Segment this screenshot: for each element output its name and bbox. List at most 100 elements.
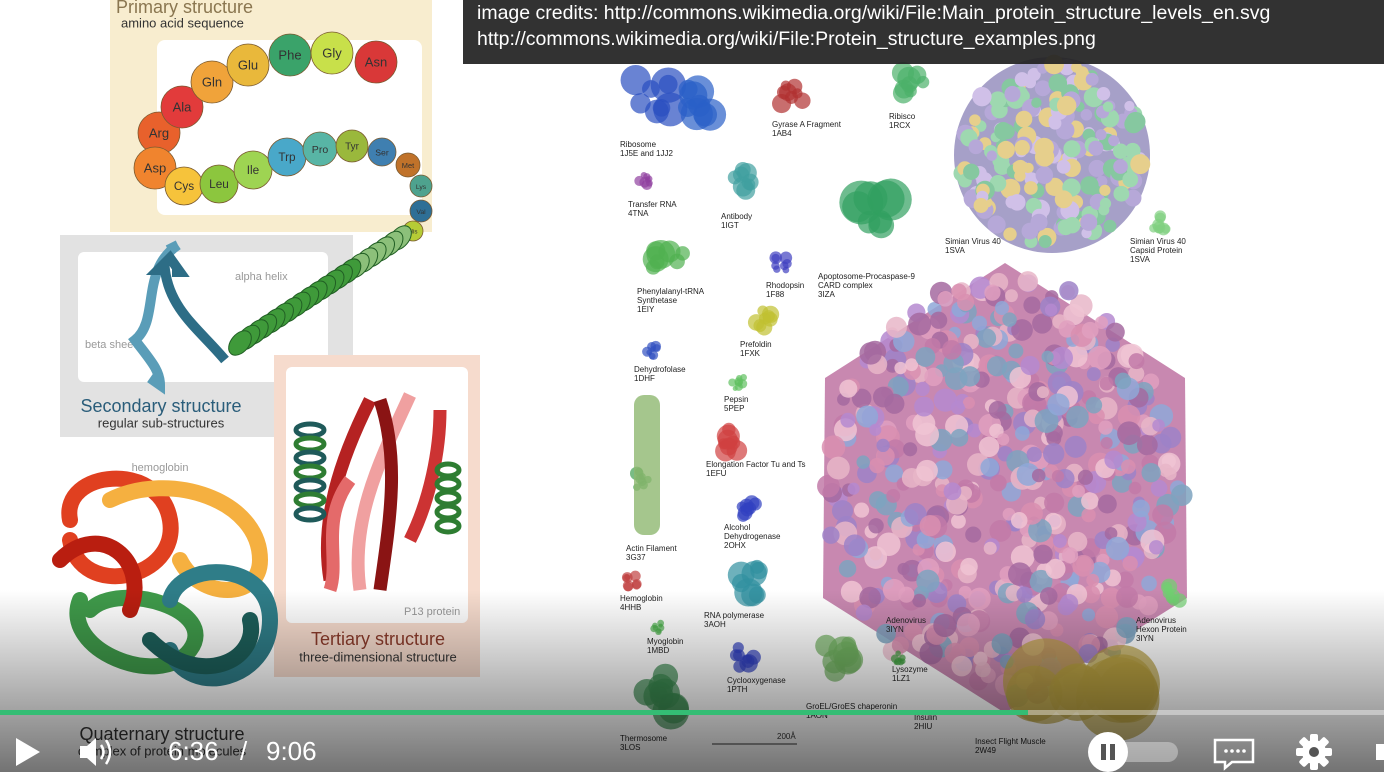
capsomer bbox=[1085, 72, 1099, 86]
residue-label: Leu bbox=[209, 178, 229, 191]
protein-label: 5PEP bbox=[724, 404, 744, 413]
capsomer bbox=[1034, 409, 1059, 433]
molecule bbox=[737, 379, 748, 389]
protein-label: Apoptosome-Procaspase-9 bbox=[818, 272, 915, 281]
capsomer bbox=[838, 560, 857, 578]
capsomer bbox=[986, 356, 1008, 377]
structure-illustrations: Arg Ala Gln Glu Phe Gly Asn Asp Cys Leu Ile Trp Pro T… bbox=[52, 31, 462, 687]
residue-bead bbox=[354, 40, 398, 84]
protein-label: 1IGT bbox=[721, 221, 739, 230]
beta-strand bbox=[351, 392, 416, 591]
molecule bbox=[736, 374, 743, 382]
capsomer bbox=[963, 163, 980, 180]
capsomer bbox=[872, 386, 894, 408]
protein-label: Simian Virus 40 bbox=[1130, 237, 1186, 246]
capsomer bbox=[973, 198, 989, 213]
capsomer bbox=[886, 489, 901, 503]
secondary-subtitle: regular sub-structures bbox=[98, 415, 225, 430]
protein-label: Capsid Protein bbox=[1130, 246, 1182, 255]
capsomer bbox=[1071, 61, 1082, 73]
capsomer bbox=[1045, 558, 1066, 579]
capsomer bbox=[905, 358, 919, 372]
molecule bbox=[631, 579, 642, 589]
play-button[interactable] bbox=[16, 738, 40, 766]
molecule bbox=[728, 378, 737, 387]
helix-turn bbox=[228, 330, 252, 356]
capsomer bbox=[1023, 296, 1041, 314]
molecule bbox=[693, 102, 718, 127]
capsomer bbox=[1066, 405, 1089, 429]
molecule bbox=[868, 210, 892, 234]
helix-label: alpha helix bbox=[235, 271, 288, 283]
capsomer bbox=[1117, 421, 1141, 446]
capsomer bbox=[1059, 281, 1079, 301]
protein-label: 1J5E and 1JJ2 bbox=[620, 149, 673, 158]
capsomer bbox=[1015, 110, 1033, 128]
capsomer bbox=[965, 526, 982, 543]
capsomer bbox=[1088, 159, 1106, 177]
molecule bbox=[650, 346, 656, 352]
capsomer bbox=[1099, 376, 1114, 391]
protein-label: 1RCX bbox=[889, 121, 911, 130]
volume-button[interactable] bbox=[80, 738, 112, 766]
subunit-tube bbox=[61, 470, 179, 585]
capsomer bbox=[1128, 353, 1145, 370]
capsomer bbox=[987, 215, 1006, 234]
primary-subtitle: amino acid sequence bbox=[121, 15, 244, 30]
progress-played[interactable] bbox=[0, 710, 1028, 715]
protein-label: Pepsin bbox=[724, 395, 748, 404]
protein-label: Phenylalanyl-tRNA bbox=[637, 287, 705, 296]
capsomer bbox=[919, 515, 941, 537]
residue-bead bbox=[133, 146, 177, 190]
capsomer bbox=[1031, 468, 1046, 483]
captions-button[interactable] bbox=[1213, 738, 1255, 771]
capsomer bbox=[1063, 304, 1085, 326]
capsomer bbox=[1031, 97, 1042, 108]
capsomer bbox=[1124, 100, 1135, 112]
capsomer bbox=[1034, 137, 1054, 158]
credit-line: http://commons.wikimedia.org/wiki/File:P… bbox=[477, 28, 1096, 50]
protein-label: Ribosome bbox=[620, 140, 657, 149]
fullscreen-button[interactable] bbox=[1376, 744, 1384, 760]
residue-label: Glu bbox=[238, 57, 258, 72]
capsomer bbox=[1003, 227, 1017, 241]
capsomer bbox=[1057, 219, 1074, 236]
protein-label: 1F88 bbox=[766, 290, 785, 299]
settings-button[interactable] bbox=[1296, 734, 1332, 770]
capsomer bbox=[951, 283, 967, 299]
helix-turn bbox=[293, 505, 327, 523]
residue-label: Gly bbox=[322, 45, 342, 60]
molecule bbox=[678, 79, 698, 99]
beta-strand bbox=[404, 409, 447, 543]
capsomer bbox=[929, 311, 948, 329]
capsomer bbox=[1008, 343, 1024, 359]
molecule bbox=[779, 251, 793, 264]
capsomer bbox=[989, 91, 1007, 109]
residue-bead bbox=[409, 174, 433, 198]
capsomer bbox=[868, 518, 884, 534]
capsomer bbox=[843, 534, 866, 557]
capsomer bbox=[1067, 531, 1088, 552]
capsomer bbox=[915, 422, 940, 447]
capsomer bbox=[1088, 140, 1104, 156]
residue-label: Lys bbox=[416, 184, 427, 191]
capsomer bbox=[1072, 554, 1095, 577]
molecule bbox=[762, 311, 778, 327]
capsomer bbox=[1152, 504, 1174, 526]
autoplay-toggle[interactable] bbox=[1088, 732, 1178, 772]
beta-strand bbox=[373, 397, 399, 591]
controls-shade bbox=[0, 590, 1384, 772]
residue-label: Ala bbox=[173, 99, 193, 114]
capsomer bbox=[943, 482, 962, 501]
residue-label: Ser bbox=[375, 147, 389, 157]
subunit-tube bbox=[102, 480, 269, 598]
capsomer bbox=[1117, 404, 1141, 428]
capsomer bbox=[821, 435, 846, 460]
protein-label: Synthetase bbox=[637, 296, 678, 305]
capsomer bbox=[1141, 575, 1157, 592]
capsomer bbox=[1024, 181, 1038, 195]
capsomer bbox=[967, 423, 982, 438]
capsomer bbox=[1056, 159, 1071, 174]
capsomer bbox=[1104, 527, 1118, 540]
capsomer bbox=[1026, 446, 1042, 462]
